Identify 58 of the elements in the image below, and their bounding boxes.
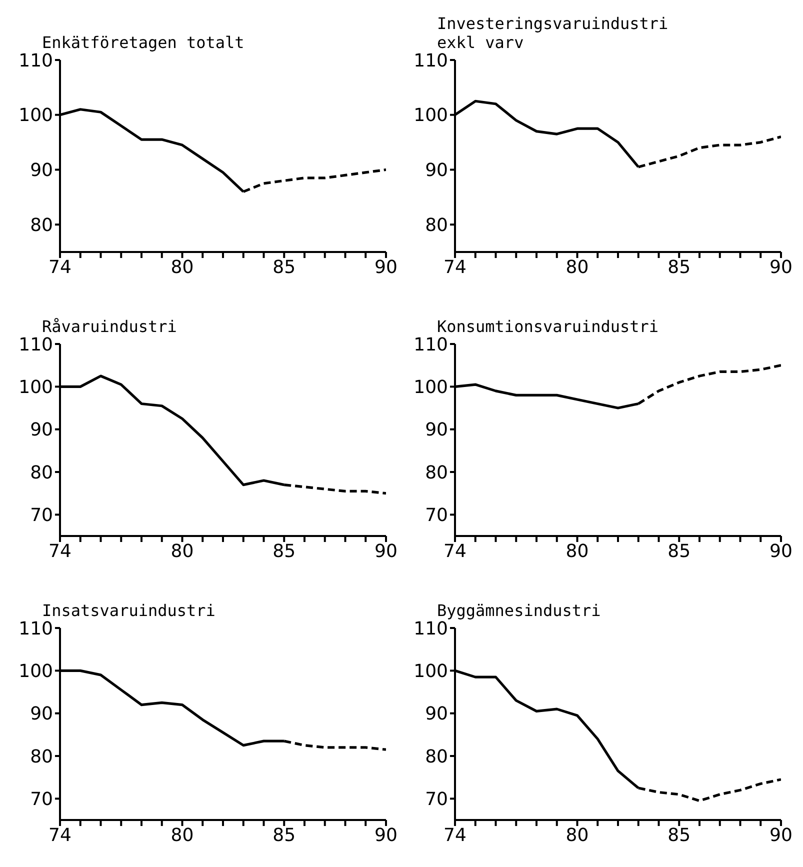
- x-tick-label: 80: [170, 824, 194, 846]
- x-tick-label: 90: [374, 540, 398, 562]
- y-tick-label: 90: [30, 160, 53, 182]
- x-tick-label: 80: [566, 256, 589, 278]
- y-tick-label: 90: [30, 420, 53, 441]
- y-tick-label: 90: [425, 160, 448, 182]
- x-tick-label: 74: [48, 256, 72, 278]
- y-tick-label: 100: [18, 105, 53, 126]
- x-tick-label: 85: [272, 256, 296, 278]
- x-tick-label: 85: [668, 824, 691, 846]
- chart-title: Enkätföretagen totalt: [41, 32, 246, 52]
- y-tick-label: 70: [425, 505, 448, 526]
- y-tick-label: 80: [30, 746, 53, 768]
- y-tick-label: 80: [30, 214, 53, 236]
- y-tick-label: 100: [18, 377, 53, 398]
- x-tick-label: 80: [566, 824, 589, 846]
- x-tick-label: 90: [374, 824, 398, 846]
- y-tick-label: 70: [30, 505, 53, 526]
- y-tick-label: 70: [30, 789, 53, 810]
- x-tick-label: 90: [374, 256, 398, 278]
- y-tick-label: 100: [414, 661, 448, 682]
- chart-title: Insatsvaruindustri: [41, 600, 216, 620]
- x-tick-label: 90: [770, 824, 792, 846]
- x-tick-label: 80: [566, 540, 589, 562]
- chart-title: Råvaruindustri: [41, 316, 178, 336]
- y-tick-label: 110: [18, 50, 53, 72]
- x-tick-label: 90: [770, 540, 792, 562]
- x-tick-label: 74: [444, 540, 466, 562]
- x-tick-label: 85: [272, 824, 296, 846]
- y-tick-label: 110: [414, 334, 448, 356]
- x-tick-label: 74: [48, 540, 72, 562]
- x-tick-label: 74: [48, 824, 72, 846]
- y-tick-label: 90: [425, 704, 448, 725]
- y-tick-label: 70: [425, 789, 448, 810]
- x-tick-label: 85: [668, 256, 691, 278]
- y-tick-label: 100: [18, 661, 53, 682]
- y-tick-label: 100: [414, 105, 448, 126]
- x-tick-label: 90: [770, 256, 792, 278]
- y-tick-label: 110: [414, 618, 448, 640]
- y-tick-label: 80: [30, 462, 53, 484]
- y-tick-label: 80: [425, 746, 448, 768]
- x-tick-label: 74: [444, 256, 466, 278]
- y-tick-label: 80: [425, 214, 448, 236]
- chart-title: Investeringsvaruindustri exkl varv: [436, 13, 670, 52]
- x-tick-label: 80: [170, 256, 194, 278]
- y-tick-label: 80: [425, 462, 448, 484]
- x-tick-label: 80: [170, 540, 194, 562]
- y-tick-label: 110: [18, 334, 53, 356]
- y-tick-label: 100: [414, 377, 448, 398]
- x-tick-label: 85: [668, 540, 691, 562]
- y-tick-label: 90: [425, 420, 448, 441]
- x-tick-label: 85: [272, 540, 296, 562]
- y-tick-label: 110: [18, 618, 53, 640]
- chart-title: Konsumtionsvaruindustri: [436, 316, 660, 336]
- x-tick-label: 74: [444, 824, 466, 846]
- y-tick-label: 90: [30, 704, 53, 725]
- chart-title: Byggämnesindustri: [436, 600, 602, 620]
- y-tick-label: 110: [414, 50, 448, 72]
